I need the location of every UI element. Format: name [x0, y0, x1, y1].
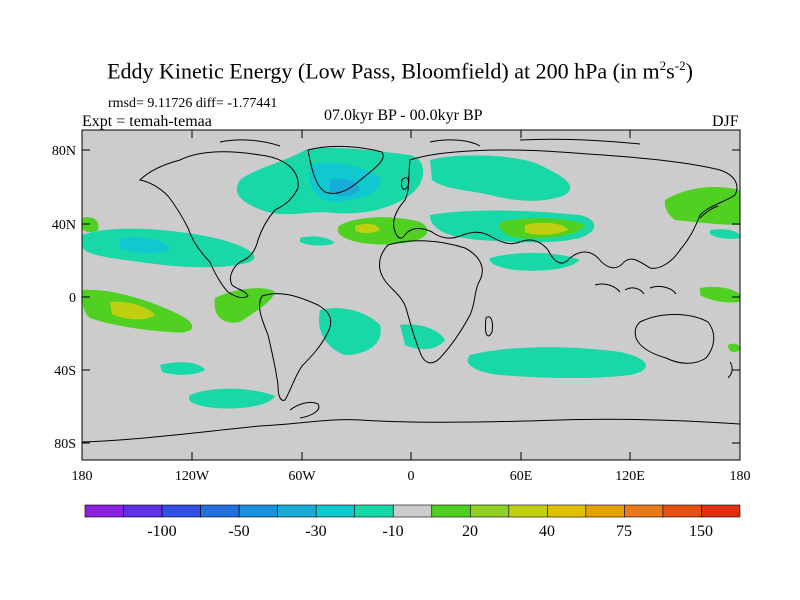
fill-pacific-west-green [82, 217, 99, 233]
experiment-label: Expt = temah-temaa [82, 113, 212, 130]
fill-india-cyan [489, 252, 580, 271]
lon-label-0: 0 [408, 469, 415, 484]
colorbar-swatch [392, 504, 433, 518]
outline-south-america [259, 293, 332, 401]
fill-east-asia-cyan [710, 229, 740, 239]
season-label: DJF [712, 113, 739, 130]
outline-madagascar [485, 316, 493, 337]
colorbar-swatch [701, 504, 741, 518]
map-ticks [81, 130, 740, 460]
outline-japan [699, 205, 719, 219]
lon-label-180w: 180 [72, 469, 93, 484]
outline-eurasia [393, 149, 738, 269]
colorbar [84, 504, 741, 518]
fill-south-atlantic-2 [400, 324, 445, 350]
fill-atlantic-green [337, 217, 428, 245]
anomaly-fills [82, 147, 740, 409]
colorbar-label: -100 [147, 523, 176, 540]
fill-subtropic-cyan [300, 236, 335, 246]
lat-label-40s: 40S [54, 364, 76, 379]
colorbar-swatch [277, 504, 317, 518]
colorbar-swatch [662, 504, 702, 518]
fill-tropical-pacific-2 [214, 288, 275, 323]
fill-atlantic-yellowgreen [355, 223, 380, 233]
colorbar-swatch [508, 504, 548, 518]
colorbar-swatch [469, 504, 510, 518]
colorbar-swatch [431, 504, 471, 518]
outline-australia [634, 314, 715, 364]
colorbar-swatch [624, 504, 664, 518]
lat-label-0: 0 [69, 291, 76, 306]
fill-southern-ocean-2 [160, 362, 205, 375]
colorbar-swatch [354, 504, 394, 518]
colorbar-swatch [84, 504, 124, 518]
fill-eurasia-north [430, 155, 571, 201]
continent-outlines [82, 138, 740, 443]
colorbar-labels: -100 -50 -30 -10 20 40 75 150 [147, 523, 713, 540]
colorbar-swatch [238, 504, 278, 518]
colorbar-swatch [547, 504, 587, 518]
colorbar-swatch [585, 504, 625, 518]
plot-title: Eddy Kinetic Energy (Low Pass, Bloomfiel… [107, 58, 693, 84]
outline-new-zealand [727, 361, 733, 379]
lat-label-80n: 80N [52, 144, 76, 159]
fill-south-indian [467, 347, 647, 379]
fill-tropical-pacific-yg [110, 301, 155, 320]
outline-arctic-islands [219, 138, 641, 147]
fill-south-pacific-east [728, 343, 740, 353]
outline-africa [379, 240, 483, 364]
colorbar-label: -50 [228, 523, 249, 540]
lon-label-120e: 120E [615, 469, 645, 484]
colorbar-swatch [123, 504, 163, 518]
lon-label-60w: 60W [288, 469, 316, 484]
outline-antarctica [82, 418, 740, 443]
colorbar-label: -10 [382, 523, 403, 540]
fill-south-pacific-green [700, 286, 740, 303]
fill-east-asia [664, 187, 740, 225]
colorbar-swatch [200, 504, 240, 518]
lat-label-80s: 80S [54, 437, 76, 452]
fill-asia-jet-yellow [525, 222, 568, 235]
fill-south-atlantic-1 [319, 308, 381, 355]
outline-maritime-continent [594, 283, 677, 295]
period-label: 07.0kyr BP - 00.0kyr BP [324, 107, 483, 124]
colorbar-label: 40 [539, 523, 555, 540]
colorbar-label: 20 [462, 523, 478, 540]
colorbar-label: -30 [305, 523, 326, 540]
lon-label-120w: 120W [175, 469, 210, 484]
outline-north-america [138, 151, 299, 299]
fill-southern-ocean-1 [189, 388, 275, 409]
outline-uk [401, 177, 409, 190]
fill-greenland-blue [330, 178, 360, 197]
outline-greenland [307, 145, 384, 195]
lon-label-60e: 60E [510, 469, 533, 484]
map-plot-area [82, 130, 740, 460]
colorbar-swatch [161, 504, 201, 518]
outline-antarctic-peninsula [289, 401, 320, 419]
fill-north-pacific-core [120, 237, 170, 254]
colorbar-label: 75 [616, 523, 632, 540]
colorbar-swatch [315, 504, 356, 518]
lon-label-180e: 180 [730, 469, 751, 484]
stats-text: rmsd= 9.11726 diff= -1.77441 [108, 96, 278, 111]
colorbar-label: 150 [689, 523, 713, 540]
lat-label-40n: 40N [52, 218, 76, 233]
